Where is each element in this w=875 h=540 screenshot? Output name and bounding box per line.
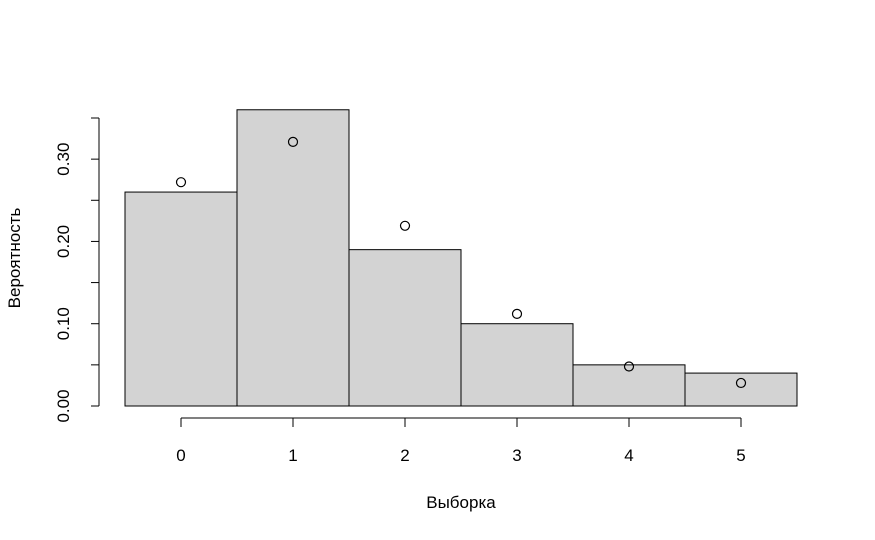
x-tick-label: 1	[288, 446, 297, 465]
point-1	[287, 136, 299, 147]
point-2	[399, 220, 411, 231]
bar-0	[124, 191, 238, 407]
bar-3	[460, 323, 574, 407]
y-tick-label: 0.30	[54, 143, 73, 176]
point-3	[511, 308, 523, 319]
x-tick-label: 3	[512, 446, 521, 465]
bar-4	[572, 364, 686, 407]
y-tick-label: 0.20	[54, 225, 73, 258]
point-4	[623, 361, 635, 372]
y-tick-label: 0.10	[54, 307, 73, 340]
x-axis-label: Выборка	[426, 493, 496, 512]
x-axis: 0 1 2 3 4 5	[176, 417, 746, 465]
y-tick-label: 0.00	[54, 389, 73, 422]
y-axis: 0.00 0.10 0.20 0.30	[54, 117, 100, 423]
bar-2	[348, 249, 462, 407]
points-layer	[175, 136, 747, 389]
point-0	[175, 177, 187, 188]
x-tick-label: 5	[736, 446, 745, 465]
point-5	[735, 377, 747, 389]
x-tick-label: 0	[176, 446, 185, 465]
x-tick-label: 2	[400, 446, 409, 465]
bars-layer	[124, 109, 798, 407]
bar-1	[236, 109, 350, 407]
x-tick-label: 4	[624, 446, 633, 465]
y-axis-label: Вероятность	[5, 208, 24, 309]
